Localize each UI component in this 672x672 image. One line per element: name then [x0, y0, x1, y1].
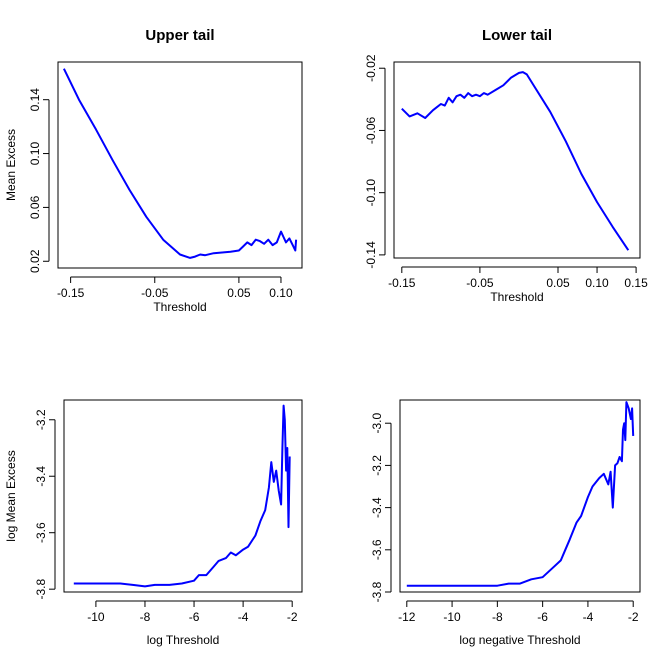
- x-tick-label: -10: [443, 610, 461, 624]
- x-tick-label: 0.10: [269, 286, 293, 300]
- y-tick-label: -3.0: [370, 413, 384, 434]
- x-tick-label: -2: [628, 610, 639, 624]
- y-tick-label: -3.8: [370, 581, 384, 602]
- x-tick-label: -2: [287, 610, 298, 624]
- y-tick-label: -0.02: [364, 54, 378, 82]
- x-axis-label: log negative Threshold: [459, 633, 580, 647]
- panel-1: Upper tail -0.15 -0.05 0.05 0.10 Threshold 0.0…: [4, 27, 303, 314]
- panel-2: Lower tail -0.15 -0.05 0.05 0.10 0.15 Threshol…: [364, 27, 648, 304]
- x-tick-label: -4: [583, 610, 594, 624]
- y-tick-label: 0.10: [28, 142, 42, 166]
- x-tick-label: -4: [238, 610, 249, 624]
- y-tick-label: -3.4: [370, 497, 384, 518]
- y-tick-label: -0.06: [364, 116, 378, 144]
- y-axis-label: log Mean Excess: [4, 450, 18, 541]
- panel-4: -12 -10 -8 -6 -4 -2 log negative Threshold -3.8…: [370, 399, 641, 647]
- x-tick-label: 0.05: [546, 276, 570, 290]
- x-axis-label: Threshold: [490, 290, 543, 304]
- plot-frame: [57, 61, 303, 269]
- series-line: [63, 68, 298, 259]
- x-tick-label: -6: [189, 610, 200, 624]
- chart-title: Lower tail: [482, 27, 552, 44]
- y-tick-label: 0.02: [28, 249, 42, 273]
- x-tick-label: -8: [492, 610, 503, 624]
- x-tick-label: -0.05: [466, 276, 494, 290]
- x-tick-label: -6: [537, 610, 548, 624]
- x-axis-label: log Threshold: [147, 633, 220, 647]
- y-tick-label: 0.06: [28, 195, 42, 219]
- series-line: [401, 71, 630, 251]
- x-tick-label: 0.05: [227, 286, 251, 300]
- y-tick-label: -3.4: [34, 466, 48, 487]
- y-tick-label: -0.14: [364, 241, 378, 269]
- x-tick-label: 0.15: [624, 276, 648, 290]
- y-tick-label: -3.2: [370, 455, 384, 476]
- x-axis-label: Threshold: [153, 300, 206, 314]
- x-tick-label: 0.10: [585, 276, 609, 290]
- series-line: [73, 404, 291, 588]
- plot-frame: [399, 399, 641, 593]
- y-tick-label: -3.2: [34, 409, 48, 430]
- x-tick-label: -0.05: [141, 286, 169, 300]
- plot-frame: [63, 399, 303, 593]
- y-axis-label: Mean Excess: [4, 129, 18, 201]
- x-tick-label: -0.15: [388, 276, 416, 290]
- x-tick-label: -12: [398, 610, 416, 624]
- plot-frame: [393, 61, 641, 259]
- y-tick-label: -0.10: [364, 179, 378, 207]
- panel-3: -10 -8 -6 -4 -2 log Threshold -3.8 -3.6 -3.4 -3.2…: [4, 399, 303, 647]
- y-tick-label: 0.14: [28, 88, 42, 112]
- series-line: [406, 401, 635, 587]
- x-tick-label: -0.15: [57, 286, 85, 300]
- chart-title: Upper tail: [145, 27, 214, 44]
- y-tick-label: -3.6: [34, 522, 48, 543]
- x-tick-label: -10: [87, 610, 105, 624]
- y-tick-label: -3.8: [34, 579, 48, 600]
- x-tick-label: -8: [140, 610, 151, 624]
- y-tick-label: -3.6: [370, 539, 384, 560]
